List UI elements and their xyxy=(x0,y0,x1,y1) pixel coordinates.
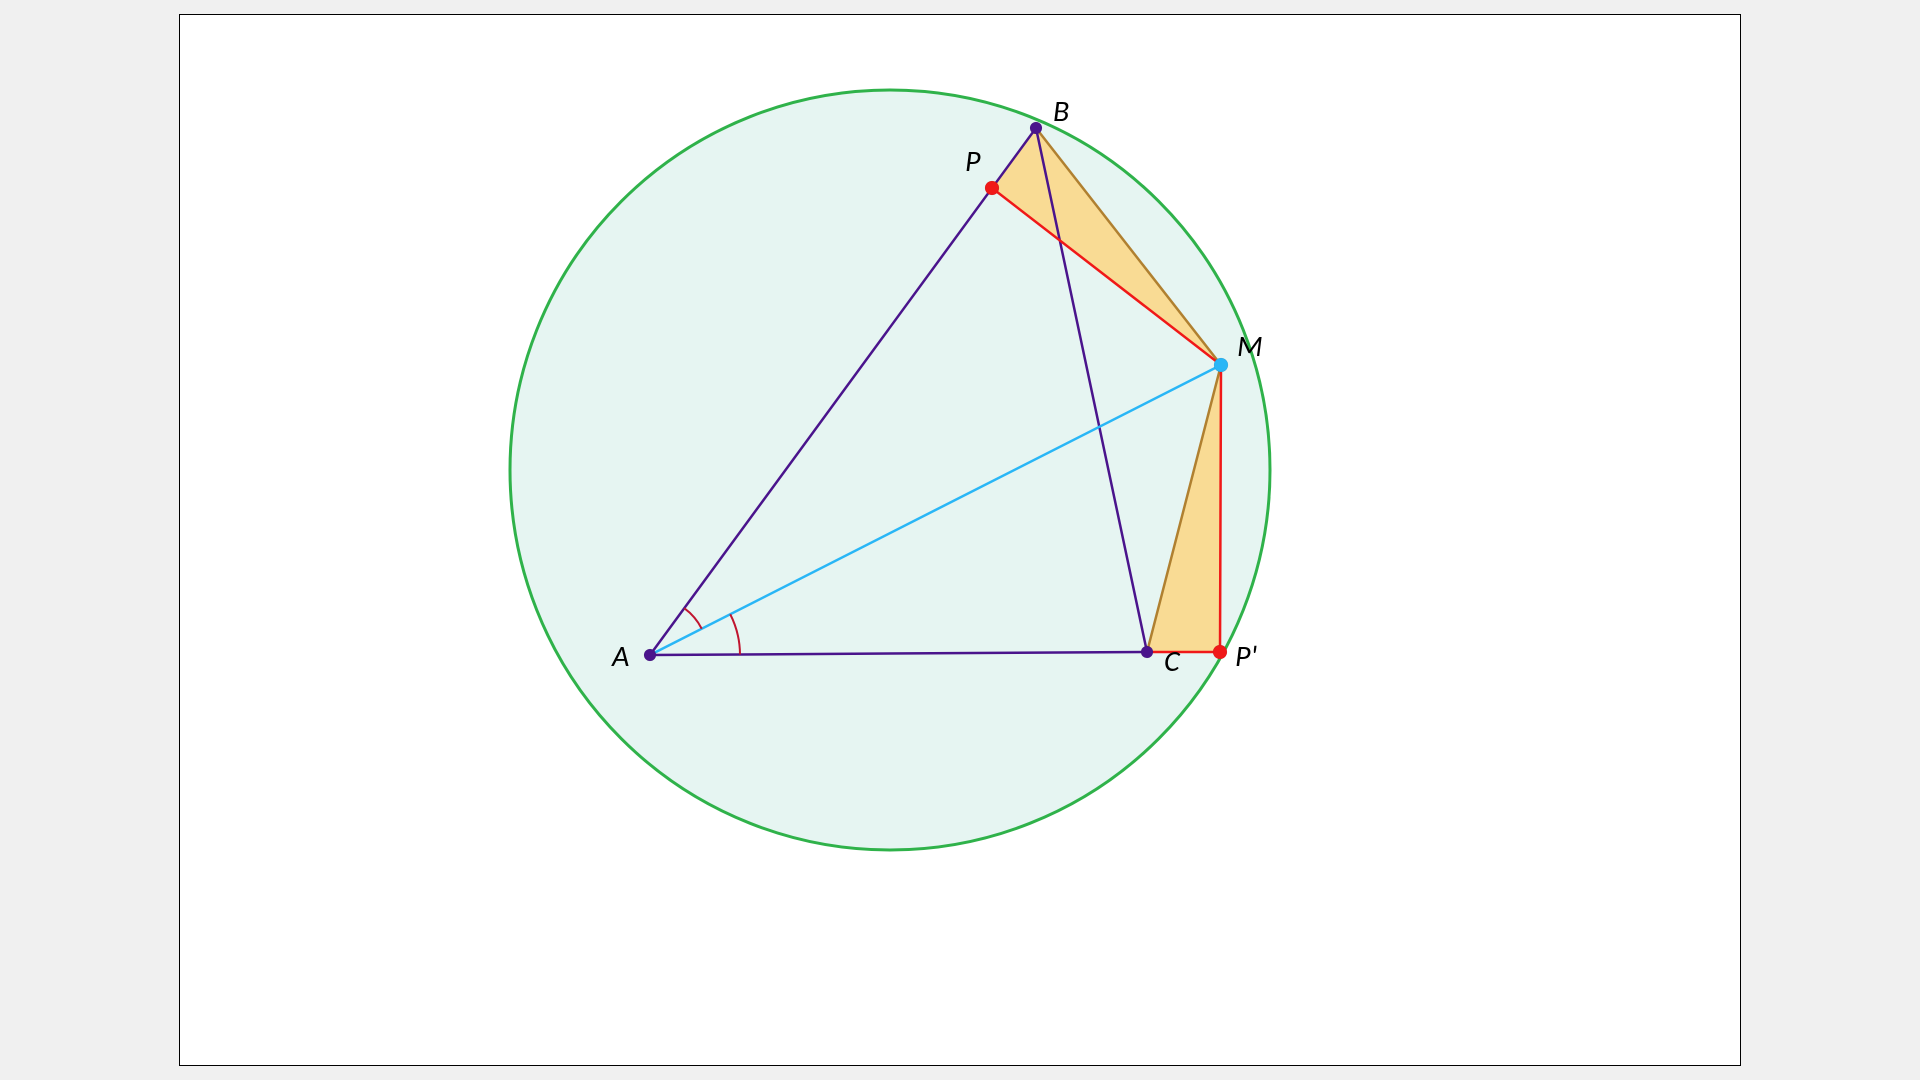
geometry-svg xyxy=(180,15,1740,1065)
stage: A B C M P P' xyxy=(0,0,1920,1080)
diagram-frame: A B C M P P' xyxy=(180,15,1740,1065)
